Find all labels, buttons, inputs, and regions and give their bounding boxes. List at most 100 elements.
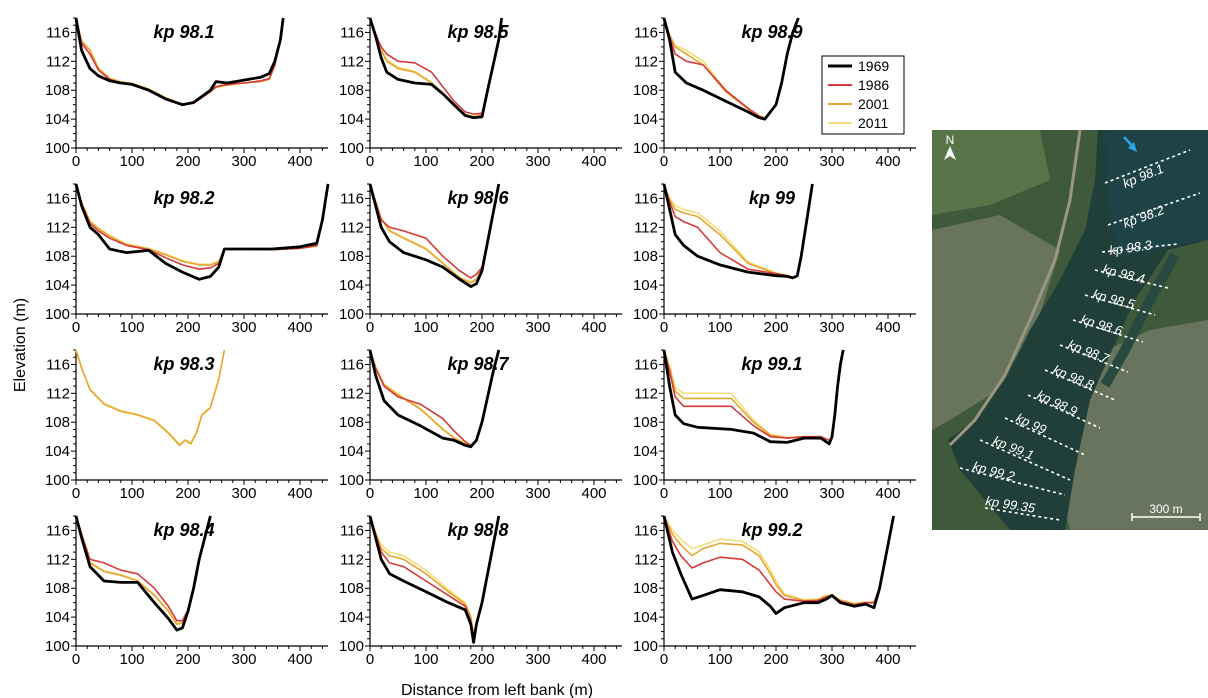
scale-bar: 300 m [1131,502,1201,521]
series-line-1969 [368,515,501,644]
section-line-98-9 [1027,394,1101,429]
y-tick-label: 104 [45,111,70,128]
x-tick-label: 100 [413,153,438,170]
y-tick-label: 116 [634,356,658,373]
x-tick-label: 400 [581,153,606,170]
panel-title: kp 98.9 [741,22,802,42]
y-tick-label: 112 [634,219,658,236]
y-tick-label: 116 [634,190,658,207]
map-fields [932,130,1050,215]
y-axis-label: Elevation (m) [12,298,29,392]
panel-title: kp 98.2 [153,188,214,208]
y-tick-label: 108 [339,82,364,99]
map-lake [1105,130,1208,258]
x-tick-label: 100 [707,153,732,170]
x-tick-label: 0 [366,153,374,170]
y-tick-label: 104 [339,111,364,128]
x-tick-label: 200 [469,485,494,502]
y-tick-label: 108 [339,414,364,431]
x-tick-label: 200 [175,485,200,502]
panel-title: kp 98.8 [447,520,508,540]
y-tick-label: 104 [45,443,70,460]
y-tick-label: 100 [633,306,658,323]
x-tick-label: 400 [287,485,312,502]
y-tick-label: 108 [633,82,658,99]
x-tick-label: 100 [119,319,144,336]
y-tick-label: 100 [339,306,364,323]
section-line-98-8 [1044,369,1116,401]
y-tick-label: 116 [46,24,70,41]
map-town-left [932,215,1060,430]
y-tick-label: 104 [339,609,364,626]
x-tick-label: 200 [763,485,788,502]
x-tick-label: 200 [469,319,494,336]
y-tick-label: 112 [340,385,364,402]
x-tick-label: 400 [581,651,606,668]
series-line-1969 [74,17,285,107]
map-levee-road [948,130,1082,447]
panel-title: kp 98.5 [447,22,509,42]
x-tick-label: 100 [119,651,144,668]
x-tick-label: 100 [707,485,732,502]
y-tick-label: 112 [634,53,658,70]
series-line-1969 [662,17,800,121]
x-tick-label: 200 [763,153,788,170]
x-tick-label: 0 [660,651,668,668]
x-tick-label: 300 [231,651,256,668]
x-tick-label: 0 [72,319,80,336]
series-line-1969 [368,17,503,120]
y-tick-label: 116 [340,522,364,539]
y-tick-label: 100 [45,306,70,323]
legend: 1969 1986 2001 2011 [821,55,905,135]
series-line-1969 [368,183,501,289]
legend-label-1986: 1986 [858,77,889,93]
y-tick-label: 108 [45,82,70,99]
y-tick-label: 112 [46,551,70,568]
series-line-1969 [662,183,814,280]
y-tick-label: 112 [46,53,70,70]
section-line-98-7 [1059,344,1129,373]
x-tick-label: 400 [875,485,900,502]
y-tick-label: 116 [46,356,70,373]
y-tick-label: 104 [45,277,70,294]
x-tick-label: 0 [660,485,668,502]
panel-title: kp 99 [749,188,795,208]
x-tick-label: 100 [413,485,438,502]
y-tick-label: 108 [45,414,70,431]
y-tick-label: 112 [46,385,70,402]
y-tick-label: 116 [46,522,70,539]
x-tick-label: 400 [287,319,312,336]
panel-title: kp 98.6 [447,188,509,208]
aerial-map: kp 98.1 kp 98.2 kp 98.3 kp 98.4 kp 98.5 … [932,130,1208,530]
panel-title: kp 98.1 [153,22,214,42]
x-tick-label: 300 [231,319,256,336]
section-line-98-4 [1094,269,1169,289]
x-tick-label: 200 [175,319,200,336]
y-tick-label: 108 [633,580,658,597]
x-tick-label: 400 [287,153,312,170]
legend-label-2001: 2001 [858,96,889,112]
panel-title: kp 98.4 [153,520,214,540]
y-tick-label: 100 [339,472,364,489]
y-tick-label: 112 [340,219,364,236]
y-tick-label: 100 [633,140,658,157]
series-line-2001 [75,349,226,447]
y-tick-label: 100 [339,140,364,157]
y-tick-label: 100 [339,638,364,655]
panel-title: kp 98.7 [447,354,509,374]
x-tick-label: 100 [413,651,438,668]
y-tick-label: 100 [45,472,70,489]
x-tick-label: 300 [819,153,844,170]
x-tick-label: 400 [581,485,606,502]
section-line-99-1 [979,439,1071,481]
y-tick-label: 112 [340,551,364,568]
x-tick-label: 400 [875,153,900,170]
panel-title: kp 99.2 [741,520,802,540]
